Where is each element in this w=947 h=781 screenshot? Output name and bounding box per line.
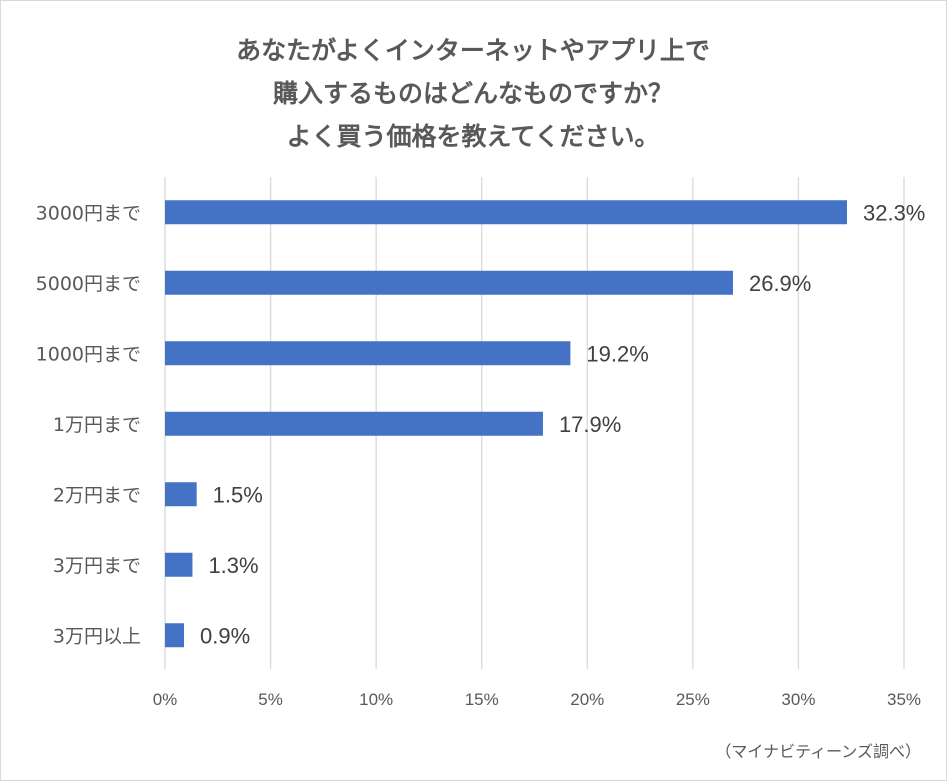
data-label: 17.9% (559, 412, 621, 437)
category-label: 5000円まで (36, 273, 141, 295)
data-label: 1.3% (208, 553, 258, 578)
bar (165, 341, 571, 366)
bar (165, 552, 193, 577)
category-label: 2万円まで (53, 484, 141, 506)
bar (165, 623, 185, 648)
bar (165, 200, 847, 225)
x-tick-label: 15% (465, 690, 499, 709)
category-label: 3000円まで (36, 202, 141, 224)
x-tick-label: 0% (153, 690, 178, 709)
x-tick-label: 5% (258, 690, 283, 709)
bar (165, 411, 543, 436)
source-note: （マイナビティーンズ調べ） (715, 742, 921, 761)
data-label: 1.5% (213, 482, 263, 507)
data-label: 0.9% (200, 623, 250, 648)
x-tick-label: 10% (359, 690, 393, 709)
category-label: 1000円まで (36, 343, 141, 365)
data-labels: 32.3% 26.9% 19.2% 17.9% 1.5% 1.3% 0.9% (200, 200, 925, 648)
chart-title: あなたがよくインターネットやアプリ上で 購入するものはどんなものですか？ よく買… (236, 36, 710, 151)
chart-title-line-2: 購入するものはどんなものですか？ (273, 79, 673, 108)
category-labels: 3000円まで 5000円まで 1000円まで 1万円まで 2万円まで 3万円まで 3万円以… (36, 202, 141, 647)
data-label: 32.3% (863, 200, 925, 225)
bar (165, 482, 197, 507)
data-label: 26.9% (749, 271, 811, 296)
x-tick-label: 20% (570, 690, 604, 709)
x-tick-label: 25% (676, 690, 710, 709)
x-axis-tick-labels: 0% 5% 10% 15% 20% 25% 30% 35% (153, 690, 921, 709)
bars (165, 200, 847, 648)
category-label: 3万円以上 (53, 625, 141, 647)
category-label: 1万円まで (53, 414, 141, 436)
chart-title-line-3: よく買う価格を教えてください。 (286, 122, 659, 151)
bar (165, 270, 733, 295)
chart-title-line-1: あなたがよくインターネットやアプリ上で (236, 36, 710, 65)
x-tick-label: 30% (781, 690, 815, 709)
data-label: 19.2% (586, 341, 648, 366)
x-tick-label: 35% (887, 690, 921, 709)
category-label: 3万円まで (53, 555, 141, 577)
